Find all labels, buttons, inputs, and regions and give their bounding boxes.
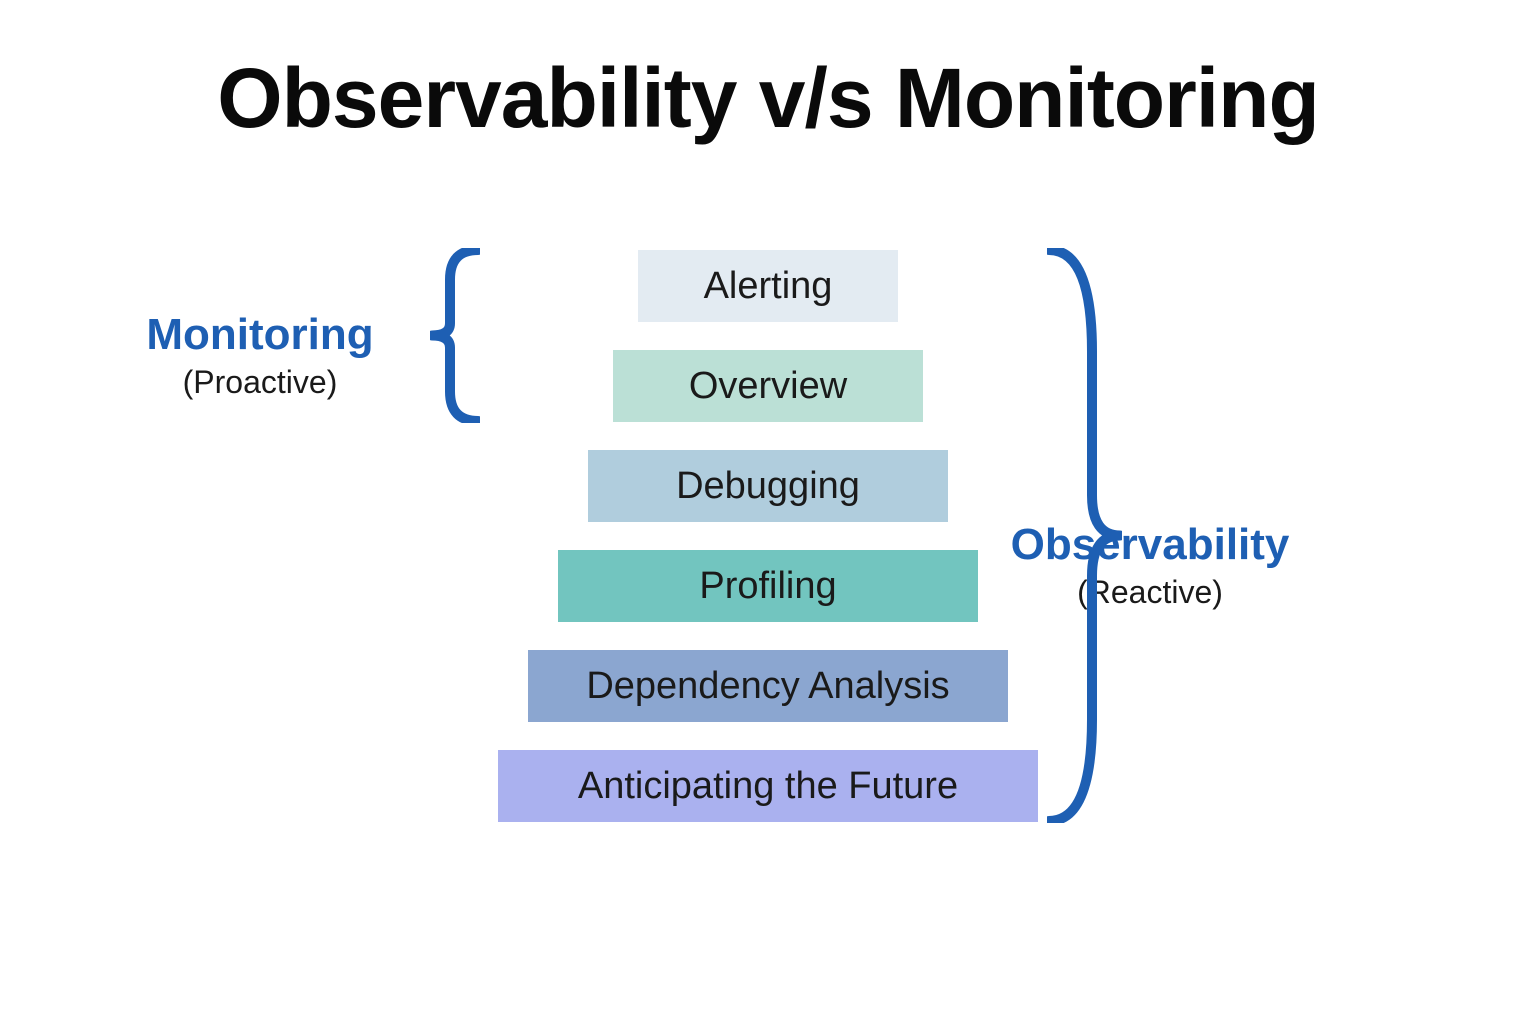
pyramid-level-2: Debugging [588, 450, 948, 522]
pyramid-level-5: Anticipating the Future [498, 750, 1038, 822]
right-brace-icon [1047, 248, 1122, 823]
pyramid-level-1: Overview [613, 350, 923, 422]
pyramid-level-4: Dependency Analysis [528, 650, 1008, 722]
monitoring-subtitle: (Proactive) [146, 364, 373, 401]
monitoring-name: Monitoring [146, 310, 373, 360]
pyramid-level-label-4: Dependency Analysis [586, 665, 949, 708]
monitoring-label-group: Monitoring (Proactive) [146, 310, 373, 401]
pyramid-level-label-5: Anticipating the Future [578, 765, 958, 808]
pyramid-level-3: Profiling [558, 550, 978, 622]
pyramid-level-label-1: Overview [689, 365, 847, 408]
pyramid-container: Alerting Overview Debugging Profiling Depend… [498, 250, 1038, 822]
pyramid-level-label-0: Alerting [704, 265, 833, 308]
page-title: Observability v/s Monitoring [0, 50, 1536, 147]
pyramid-level-label-2: Debugging [676, 465, 860, 508]
left-brace-icon [430, 248, 480, 423]
pyramid-level-label-3: Profiling [699, 565, 836, 608]
pyramid-level-0: Alerting [638, 250, 898, 322]
